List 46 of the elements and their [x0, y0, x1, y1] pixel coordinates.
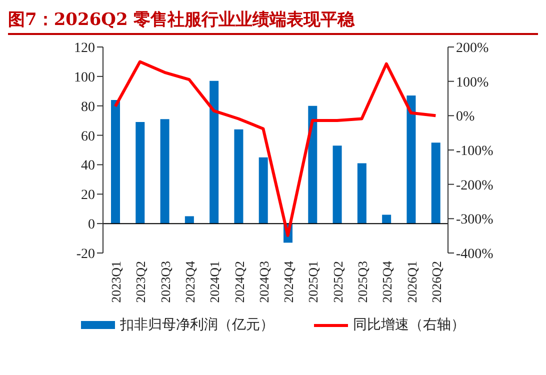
x-tick-label: 2026Q1: [404, 261, 420, 303]
legend-label: 扣非归母净利润（亿元）: [120, 316, 274, 334]
bar: [210, 80, 219, 224]
chart-title: 图7：2026Q2 零售社服行业业绩端表现平稳: [8, 8, 538, 35]
x-tick-label: 2024Q1: [207, 261, 222, 303]
bar: [160, 119, 170, 224]
y2-tick-label: 0%: [456, 110, 475, 125]
x-tick-label: 2025Q2: [330, 261, 346, 303]
x-tick-label: 2026Q2: [428, 261, 444, 303]
x-tick-label: 2024Q4: [281, 260, 296, 303]
y-tick-label: -20: [76, 247, 95, 262]
y2-tick-label: -100%: [456, 144, 494, 159]
x-tick-label: 2023Q1: [108, 261, 124, 303]
y-tick-label: 40: [81, 158, 95, 174]
x-tick-label: 2023Q4: [182, 260, 198, 303]
y-tick-label: 60: [81, 129, 95, 144]
bar: [136, 122, 145, 224]
y-tick-label: 20: [81, 188, 95, 204]
y-tick-label: 120: [74, 41, 95, 56]
bar: [332, 146, 342, 224]
x-tick-label: 2025Q4: [380, 260, 395, 303]
bar: [431, 142, 440, 224]
y2-tick-label: 100%: [456, 75, 489, 90]
x-tick-label: 2023Q2: [133, 261, 148, 303]
legend-label: 同比增速（右轴）: [353, 316, 465, 334]
bar: [357, 163, 366, 224]
x-tick-label: 2024Q3: [256, 261, 272, 303]
bar: [308, 106, 318, 224]
y2-tick-label: -300%: [456, 212, 494, 228]
x-tick-label: 2025Q3: [354, 261, 370, 303]
bar: [184, 216, 194, 224]
bar: [382, 214, 392, 224]
y2-tick-label: -200%: [456, 178, 494, 194]
x-tick-label: 2023Q3: [158, 261, 173, 303]
y-tick-label: 80: [81, 100, 95, 115]
y-tick-label: 0: [88, 218, 95, 233]
line-series: [114, 60, 438, 237]
y2-tick-label: -400%: [456, 246, 494, 262]
bar: [406, 96, 416, 224]
x-tick-label: 2024Q2: [232, 261, 247, 303]
y2-tick-label: 200%: [456, 40, 489, 56]
bar: [111, 100, 120, 224]
bar: [258, 157, 268, 224]
y-tick-label: 100: [74, 70, 95, 86]
bar: [234, 129, 244, 224]
x-tick-label: 2025Q1: [306, 261, 321, 303]
